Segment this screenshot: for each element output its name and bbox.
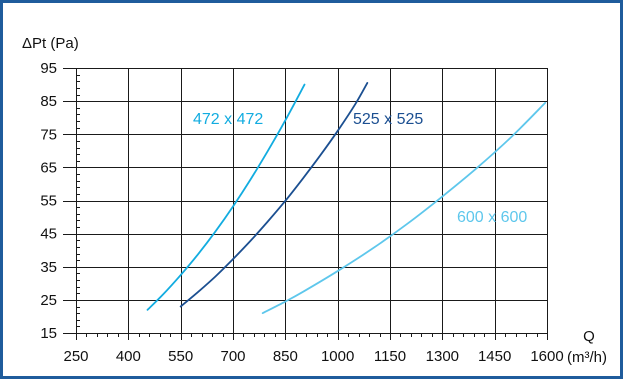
y-tick-label: 25 [40,292,57,309]
y-axis-title: ΔPt (Pa) [22,35,79,52]
x-tick-label: 400 [116,348,141,365]
x-tick-label: 850 [273,348,298,365]
y-tick-label: 95 [40,60,57,77]
y-tick-label: 15 [40,325,57,342]
x-tick-label: 1450 [478,348,511,365]
series-label-472x472: 472 x 472 [193,111,263,128]
y-tick-label: 55 [40,193,57,210]
grid [63,68,548,340]
y-tick-label: 75 [40,126,57,143]
x-tick-label: 250 [63,348,88,365]
x-tick-label: 1000 [321,348,354,365]
y-tick-label: 85 [40,93,57,110]
series-label-600x600: 600 x 600 [457,209,527,226]
x-axis-unit: (m³/h) [567,349,607,366]
series-labels: 472 x 472 525 x 525 600 x 600 [193,111,527,226]
x-tick-label: 1300 [426,348,459,365]
series-line-600x600 [261,101,547,315]
x-axis-title: Q [583,328,595,345]
x-tick-label: 1150 [374,348,406,365]
series-line-472x472 [146,83,306,311]
y-tick-label: 65 [40,159,57,176]
series-lines [146,82,547,315]
minor-ticks [76,75,538,337]
x-tick-label: 550 [168,348,193,365]
y-tick-label: 35 [40,259,57,276]
series-label-525x525: 525 x 525 [353,111,423,128]
series-line-525x525 [179,82,369,308]
tick-labels: 15 25 35 45 55 65 75 85 95 250 400 550 700 850 1000 115… [40,60,563,365]
x-tick-label: 700 [220,348,245,365]
y-tick-label: 45 [40,226,57,243]
x-tick-label: 1600 [530,348,563,365]
